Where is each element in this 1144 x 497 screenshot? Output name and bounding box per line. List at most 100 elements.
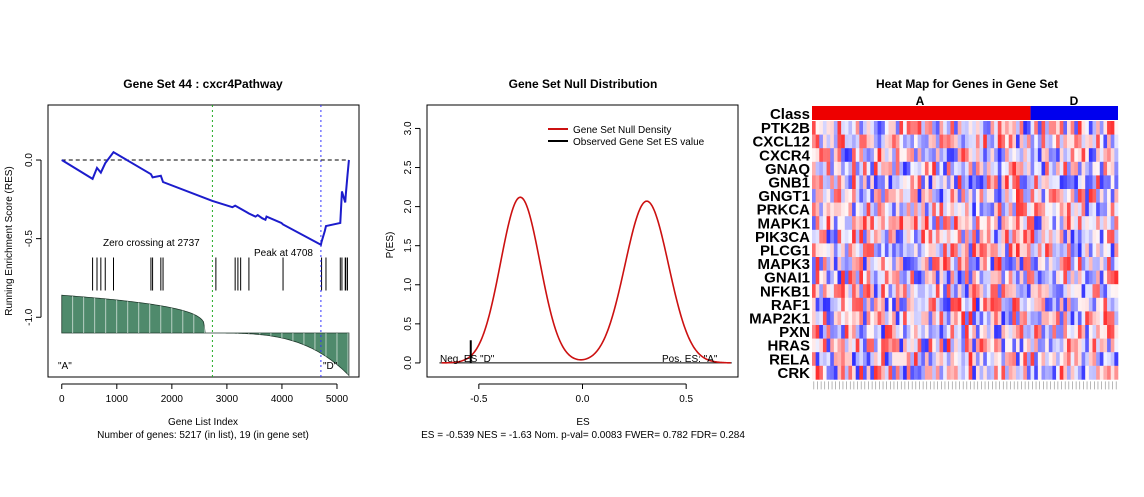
heatmap-cell	[910, 134, 915, 149]
heatmap-cell	[983, 148, 988, 163]
heatmap-cell	[1019, 257, 1024, 271]
heatmap-cell	[1114, 284, 1119, 299]
heatmap-cell	[997, 325, 1002, 339]
heatmap-cell	[994, 189, 999, 203]
heatmap-cell	[1026, 134, 1031, 149]
heatmap-cell	[1030, 216, 1035, 231]
heatmap-cell	[994, 216, 999, 231]
heatmap-cell	[1077, 134, 1082, 149]
heatmap-cell	[946, 257, 951, 271]
heatmap-cell	[1074, 352, 1079, 367]
heatmap-cell	[957, 297, 962, 312]
heatmap-cell	[1016, 161, 1020, 176]
heatmap-cell	[1023, 229, 1028, 244]
heatmap-cell	[990, 338, 995, 353]
heatmap-cell	[1026, 161, 1031, 176]
heatmap-cell	[924, 257, 929, 271]
heatmap-cell	[1110, 189, 1115, 203]
heatmap-cell	[1019, 161, 1024, 176]
heatmap-cell	[1052, 148, 1057, 163]
heatmap-cell	[983, 365, 988, 380]
heatmap-cell	[1001, 352, 1006, 367]
heatmap-cell	[1099, 229, 1104, 244]
heatmap-cell	[943, 365, 948, 380]
heatmap-cell	[873, 216, 878, 231]
heatmap-cell	[1034, 352, 1039, 367]
heatmap-cell	[859, 270, 864, 285]
heatmap-cell	[892, 243, 897, 258]
heatmap-cell	[1030, 134, 1035, 149]
heatmap-cell	[815, 338, 820, 353]
heatmap-cell	[1085, 325, 1090, 339]
heatmap-cell	[1008, 257, 1013, 271]
heatmap-cell	[1041, 148, 1046, 163]
heatmap-cell	[863, 229, 867, 244]
heatmap-cell	[1067, 216, 1071, 231]
heatmap-cell	[1037, 284, 1042, 299]
heatmap-cell	[841, 229, 846, 244]
heatmap-cell	[1063, 338, 1068, 353]
heatmap-cell	[830, 284, 835, 299]
heatmap-cell	[1045, 297, 1050, 312]
heatmap-cell	[965, 325, 969, 339]
heatmap-cell	[855, 365, 860, 380]
heatmap-cell	[950, 216, 955, 231]
heatmap-cell	[965, 365, 969, 380]
heatmap-cell	[1023, 134, 1028, 149]
heatmap-cell	[899, 325, 904, 339]
heatmap-cell	[1063, 189, 1068, 203]
heatmap-cell	[946, 175, 951, 190]
heatmap-cell	[1077, 257, 1082, 271]
heatmap-cell	[1012, 229, 1017, 244]
heatmap-cell	[844, 325, 849, 339]
heatmap-cell	[1110, 229, 1115, 244]
heatmap-cell	[921, 270, 926, 285]
heatmap-cell	[946, 229, 951, 244]
heatmap-cell	[870, 257, 875, 271]
heatmap-cell	[910, 175, 915, 190]
heatmap-cell	[812, 338, 816, 353]
heatmap-cell	[812, 270, 816, 285]
gene-label: PIK3CA	[755, 229, 810, 246]
heatmap-cell	[1056, 134, 1061, 149]
heatmap-cell	[1056, 338, 1061, 353]
heatmap-cell	[903, 297, 908, 312]
heatmap-cell	[870, 365, 875, 380]
heatmap-cell	[979, 229, 984, 244]
heatmap-cell	[979, 121, 984, 135]
heatmap-cell	[833, 216, 838, 231]
heatmap-cell	[884, 270, 889, 285]
heatmap-cell	[1088, 243, 1093, 258]
heatmap-cell	[888, 121, 893, 135]
heatmap-cell	[1030, 338, 1035, 353]
null-dist-x-label: ES	[576, 417, 590, 428]
heatmap-cell	[841, 352, 846, 367]
heatmap-cell	[866, 175, 871, 190]
heatmap-cell	[815, 189, 820, 203]
heatmap-cell	[822, 243, 827, 258]
heatmap-cell	[837, 229, 842, 244]
heatmap-sample-labels	[813, 381, 1117, 390]
heatmap-cell	[852, 243, 857, 258]
heatmap-cell	[833, 189, 838, 203]
heatmap-cell	[1008, 229, 1013, 244]
heatmap-cell	[946, 365, 951, 380]
heatmap-cell	[917, 175, 922, 190]
heatmap-cell	[914, 202, 918, 217]
heatmap-cell	[859, 338, 864, 353]
heatmap-cell	[924, 325, 929, 339]
heatmap-cell	[1056, 311, 1061, 326]
heatmap-cell	[1063, 134, 1068, 149]
heatmap-cell	[1016, 216, 1020, 231]
heatmap-cell	[994, 257, 999, 271]
heatmap-cell	[1099, 284, 1104, 299]
heatmap-cell	[968, 352, 973, 367]
heatmap-cell	[932, 257, 937, 271]
heatmap-cell	[859, 134, 864, 149]
heatmap-cell	[1099, 243, 1104, 258]
heatmap-cell	[855, 121, 860, 135]
heatmap-cell	[895, 284, 900, 299]
heatmap-cell	[994, 338, 999, 353]
heatmap-cell	[870, 216, 875, 231]
ranked-metric-area	[61, 294, 350, 377]
